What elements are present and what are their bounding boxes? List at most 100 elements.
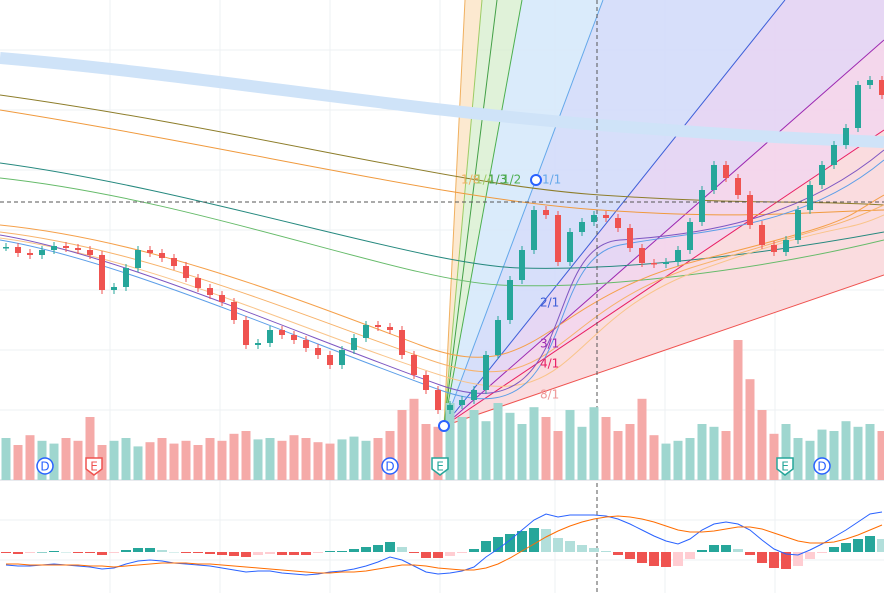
candle-body <box>423 375 429 390</box>
macd-histogram <box>157 550 167 552</box>
macd-histogram <box>553 538 563 552</box>
volume-bar <box>721 431 731 480</box>
volume-bar <box>673 440 683 480</box>
event-label: E <box>90 460 98 474</box>
macd-histogram <box>385 542 395 552</box>
macd-histogram <box>97 552 107 555</box>
macd-histogram <box>529 528 539 552</box>
macd-histogram <box>817 552 827 553</box>
macd-histogram <box>277 552 287 555</box>
fan-label: 1/2 <box>502 173 521 187</box>
candle-body <box>447 405 453 410</box>
macd-histogram <box>73 552 83 553</box>
volume-bar <box>241 431 251 480</box>
volume-bar <box>661 443 671 480</box>
macd-histogram <box>25 552 35 553</box>
macd-histogram <box>733 549 743 552</box>
volume-bar <box>397 410 407 480</box>
volume-bar <box>61 438 71 480</box>
macd-histogram <box>649 552 659 566</box>
candle-body <box>351 338 357 350</box>
fan-handle[interactable] <box>530 174 542 186</box>
volume-bar <box>145 442 155 480</box>
moving-averages <box>0 52 884 399</box>
volume-bar <box>349 436 359 480</box>
event-badge[interactable] <box>431 457 449 476</box>
fan-label: 8/1 <box>540 388 559 402</box>
candle-body <box>39 250 45 255</box>
volume-bar <box>157 438 167 480</box>
fan-label: 1/8 <box>461 173 480 187</box>
macd-histogram <box>625 552 635 559</box>
candle-body <box>459 400 465 405</box>
event-badge[interactable] <box>381 457 399 475</box>
event-label: E <box>781 460 789 474</box>
macd-histogram <box>361 547 371 552</box>
event-badge[interactable] <box>36 457 54 475</box>
fan-label: 1/4 <box>475 173 494 187</box>
volume-bar <box>253 439 263 480</box>
macd-histogram <box>637 552 647 563</box>
candle-body <box>483 355 489 390</box>
macd-histogram <box>541 529 551 552</box>
volume-bar <box>769 433 779 480</box>
candle-body <box>195 278 201 288</box>
volume-bar <box>817 429 827 480</box>
volume-bar <box>745 379 755 480</box>
volume-bar <box>25 435 35 480</box>
candle-body <box>507 280 513 320</box>
candle-body <box>519 250 525 280</box>
candle-body <box>699 190 705 222</box>
volume-bar <box>805 440 815 480</box>
volume-bar <box>49 443 59 480</box>
macd-histogram <box>37 552 47 553</box>
volume-bar <box>73 440 83 480</box>
candle-body <box>63 246 69 248</box>
macd-histogram <box>565 541 575 552</box>
macd-histogram <box>685 552 695 559</box>
macd-histogram <box>421 552 431 558</box>
macd-histogram <box>181 552 191 553</box>
volume-bar <box>301 438 311 480</box>
candle-body <box>531 210 537 250</box>
macd-histogram <box>601 551 611 552</box>
macd-histogram <box>313 552 323 553</box>
volume-bar <box>865 424 875 480</box>
event-badge[interactable] <box>85 457 103 476</box>
macd-histogram <box>121 550 131 552</box>
volume-bar <box>325 443 335 480</box>
event-label: D <box>385 460 394 474</box>
event-badge[interactable] <box>813 457 831 475</box>
fan-label: 1/1 <box>542 173 561 187</box>
macd-line <box>5 511 883 576</box>
volume-bar <box>697 424 707 480</box>
macd-histogram <box>133 548 143 552</box>
candles <box>3 76 884 414</box>
candle-body <box>51 246 57 250</box>
candle-body <box>615 218 621 228</box>
volume-bar <box>613 431 623 480</box>
macd-histogram <box>1 552 11 553</box>
macd-histogram <box>289 552 299 555</box>
volume-bar <box>229 433 239 480</box>
candle-body <box>243 320 249 345</box>
macd-histogram <box>169 552 179 553</box>
candle-body <box>339 350 345 365</box>
candle-body <box>711 165 717 190</box>
candle-body <box>663 262 669 264</box>
volume-bar <box>337 439 347 480</box>
fan-label: 3/1 <box>540 337 559 351</box>
event-badge[interactable] <box>776 457 794 476</box>
macd-histogram <box>109 552 119 553</box>
volume-bar <box>853 426 863 480</box>
fan-handle[interactable] <box>438 420 450 432</box>
macd-histogram <box>493 537 503 552</box>
macd-histogram <box>613 552 623 555</box>
volume-bar <box>205 438 215 480</box>
macd-histogram <box>805 552 815 559</box>
signal-line <box>6 515 883 574</box>
volume-bar <box>757 410 767 480</box>
volume-bar <box>733 340 743 480</box>
candle-body <box>135 250 141 268</box>
